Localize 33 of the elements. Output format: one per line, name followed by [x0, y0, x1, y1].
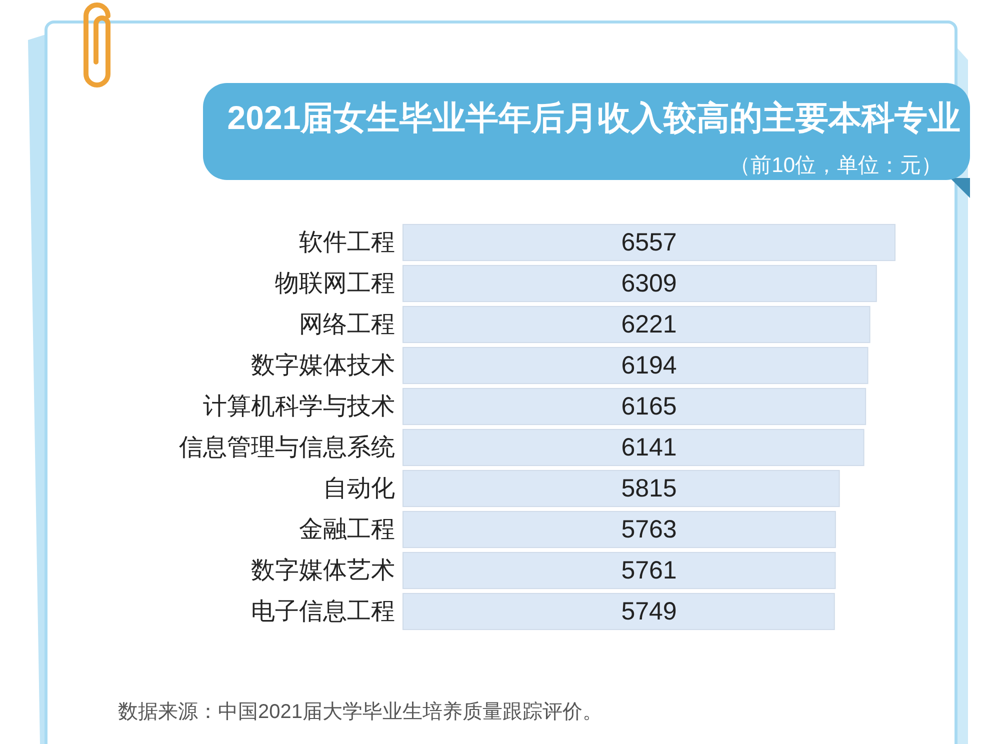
y-tick-label: 数字媒体艺术 [251, 557, 395, 584]
y-tick-label: 电子信息工程 [251, 598, 395, 625]
source-note: 数据来源：中国2021届大学毕业生培养质量跟踪评价。 [118, 701, 602, 723]
data-label: 6221 [621, 310, 677, 338]
y-tick-label: 自动化 [323, 475, 395, 502]
y-tick-label: 信息管理与信息系统 [179, 434, 395, 461]
y-tick-label: 软件工程 [299, 229, 395, 256]
data-label: 6165 [621, 392, 677, 420]
data-label: 5761 [621, 556, 677, 584]
y-tick-label: 金融工程 [299, 516, 395, 543]
y-tick-label: 网络工程 [299, 311, 395, 338]
bar [402, 510, 836, 548]
bar [402, 552, 836, 590]
y-tick-label: 数字媒体技术 [251, 352, 395, 379]
bar [402, 592, 835, 630]
data-label: 6557 [621, 228, 677, 256]
y-tick-label: 物联网工程 [275, 270, 395, 297]
bar [402, 224, 896, 262]
chart-title: 2021届女生毕业半年后月收入较高的主要本科专业 [227, 99, 961, 136]
data-label: 5749 [621, 598, 677, 626]
bar [402, 346, 868, 384]
bar [402, 470, 840, 508]
data-label: 6141 [621, 434, 677, 462]
data-label: 6309 [621, 270, 677, 298]
bar [402, 428, 864, 466]
bar [402, 264, 877, 302]
y-tick-label: 计算机科学与技术 [203, 393, 395, 420]
data-label: 5815 [621, 474, 677, 502]
data-label: 6194 [621, 352, 677, 380]
bar [402, 306, 870, 344]
chart-subtitle: （前10位，单位：元） [730, 154, 942, 177]
data-label: 5763 [621, 516, 677, 544]
bar [402, 388, 866, 426]
